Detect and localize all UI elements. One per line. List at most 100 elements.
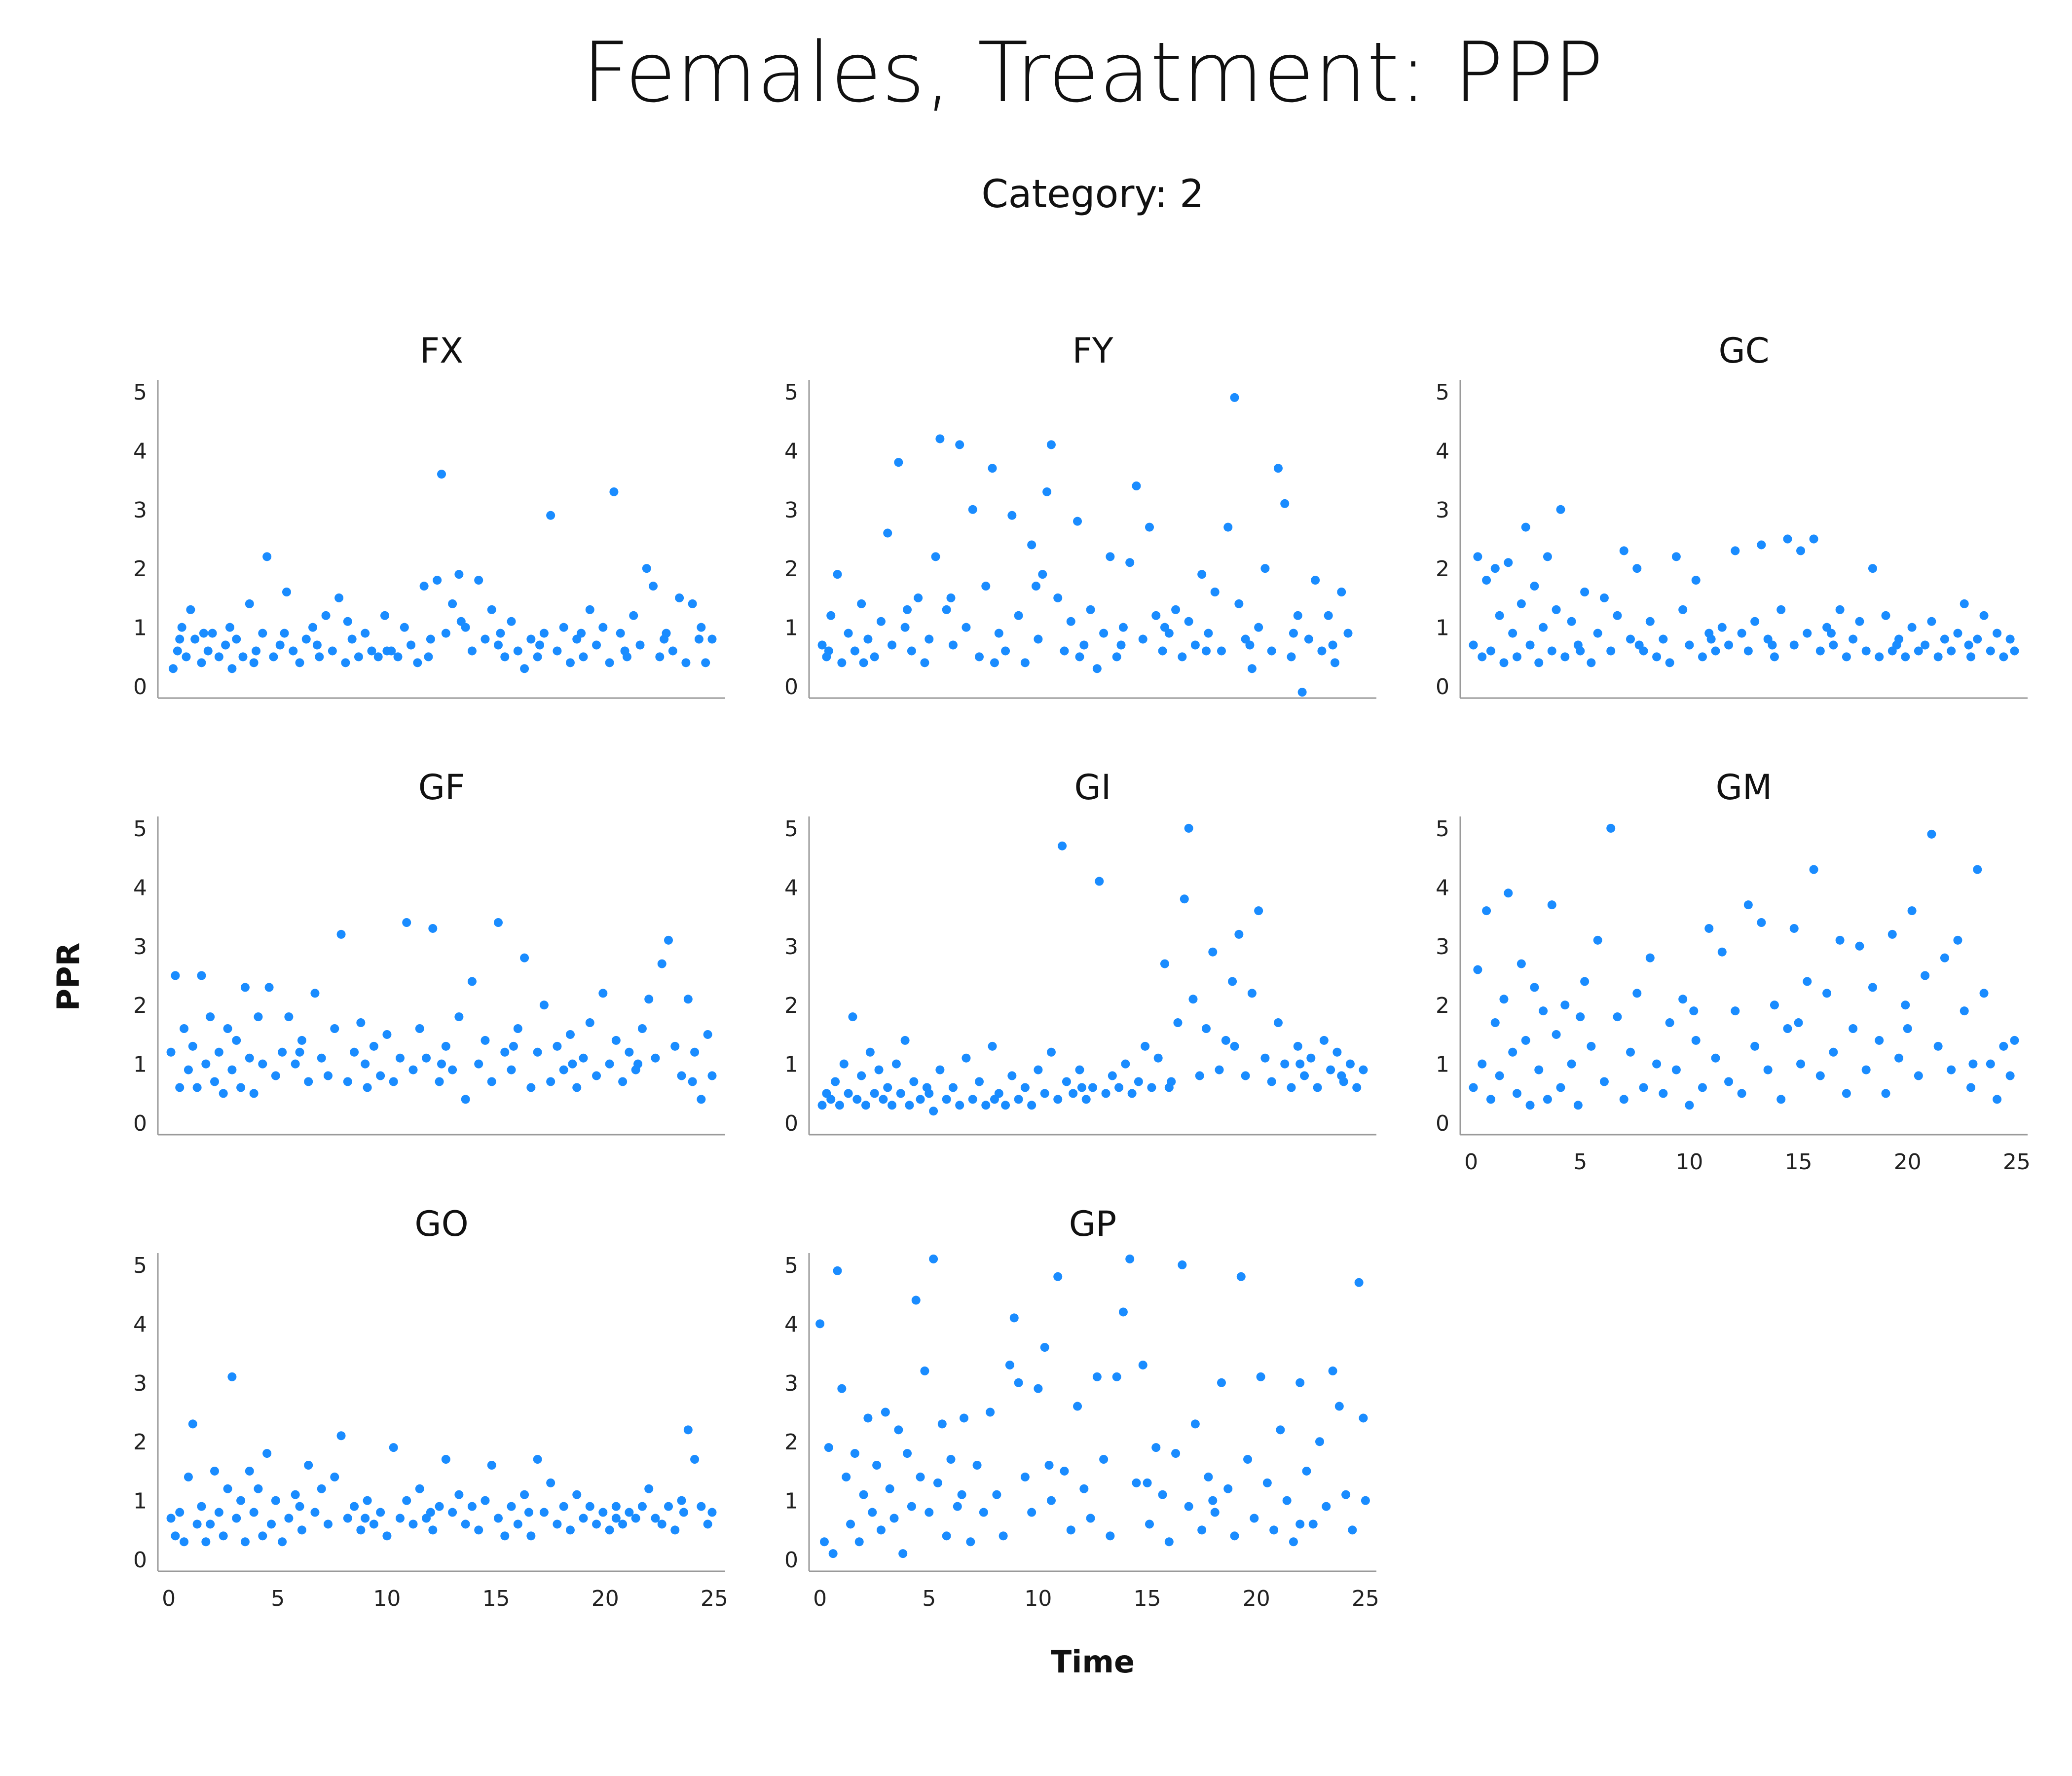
data-point: [1254, 623, 1263, 632]
data-point: [894, 1425, 903, 1435]
data-point: [585, 1502, 594, 1511]
data-point: [559, 623, 568, 632]
data-point: [249, 1089, 259, 1098]
data-point: [679, 1508, 688, 1517]
data-point: [1138, 634, 1147, 644]
data-point: [981, 582, 991, 591]
data-point: [197, 658, 206, 667]
data-point: [1717, 947, 1727, 957]
data-point: [1768, 640, 1777, 650]
data-point: [1046, 1496, 1056, 1505]
data-point: [225, 623, 234, 632]
data-point: [1158, 1490, 1167, 1499]
data-point: [960, 1413, 969, 1423]
y-tick-label: 5: [1436, 816, 1449, 842]
data-point: [1815, 1071, 1825, 1080]
data-point: [598, 1508, 608, 1517]
data-point: [513, 1024, 522, 1033]
data-point: [942, 1531, 951, 1541]
y-tick-label: 0: [784, 1548, 798, 1573]
data-point: [1354, 1278, 1364, 1287]
data-point: [1580, 588, 1590, 596]
data-point: [177, 623, 186, 632]
data-point: [1547, 900, 1556, 910]
data-point: [1073, 517, 1082, 526]
data-point: [888, 640, 897, 650]
data-point: [1525, 640, 1535, 650]
data-point: [1576, 646, 1585, 656]
data-point: [295, 1047, 304, 1057]
data-point: [520, 953, 529, 962]
data-point: [1711, 646, 1720, 656]
data-point: [236, 1496, 246, 1505]
data-point: [1724, 640, 1734, 650]
data-point: [1081, 1095, 1091, 1104]
data-point: [533, 652, 542, 662]
data-point: [1326, 1065, 1335, 1074]
data-point: [1757, 918, 1766, 927]
data-point: [437, 470, 446, 479]
data-point: [524, 1508, 533, 1517]
data-point: [861, 1101, 870, 1110]
data-point: [182, 652, 191, 662]
data-point: [1678, 995, 1688, 1004]
data-point: [214, 652, 223, 662]
data-point: [310, 1508, 320, 1517]
data-point: [909, 1077, 919, 1086]
data-point: [166, 1047, 176, 1057]
data-point: [701, 658, 710, 667]
data-point: [304, 1077, 313, 1086]
data-point: [487, 605, 496, 614]
data-point: [914, 593, 923, 602]
data-point: [533, 1047, 542, 1057]
panel-gm: GM 0 1 2 3 4 5 0 5 10 15 20 25: [1436, 767, 2031, 1175]
data-point: [1328, 640, 1337, 650]
data-point: [1027, 1508, 1036, 1517]
data-point: [629, 611, 638, 620]
panel-fy: FY 0 1 2 3 4 5: [784, 331, 1376, 700]
data-point: [1517, 959, 1526, 968]
data-point: [1053, 1272, 1063, 1281]
data-point: [441, 1041, 450, 1051]
y-tick-label: 0: [1436, 674, 1449, 700]
data-point: [929, 1107, 938, 1116]
data-point: [1513, 652, 1521, 662]
data-point: [262, 1449, 272, 1458]
data-point: [1204, 1472, 1213, 1481]
data-point: [1770, 1000, 1779, 1010]
data-point: [1184, 823, 1193, 833]
data-point: [625, 1508, 634, 1517]
data-point: [1626, 1047, 1635, 1057]
data-point: [1530, 582, 1539, 591]
data-point: [683, 995, 693, 1004]
data-point: [240, 983, 250, 992]
data-point: [1665, 658, 1674, 667]
data-point: [1861, 646, 1871, 656]
data-point: [1066, 617, 1075, 626]
data-point: [369, 1519, 378, 1529]
data-point: [441, 1455, 450, 1464]
data-point: [262, 552, 272, 561]
data-point: [1197, 1525, 1207, 1535]
data-point: [1789, 924, 1799, 933]
data-point: [1034, 1065, 1043, 1074]
data-point: [874, 1065, 884, 1074]
data-point: [1632, 564, 1642, 573]
y-tick-label: 4: [784, 439, 798, 464]
data-point: [870, 652, 879, 662]
data-point: [1306, 1053, 1316, 1063]
data-point: [1960, 599, 1969, 608]
data-point: [852, 1095, 862, 1104]
data-point: [282, 588, 291, 596]
data-point: [900, 623, 910, 632]
y-tick-label: 1: [1436, 1052, 1449, 1077]
data-point: [1993, 1095, 2002, 1104]
data-point: [688, 599, 697, 608]
data-point: [546, 1077, 555, 1086]
data-point: [1861, 1065, 1871, 1074]
data-point: [1228, 977, 1237, 986]
data-point: [1979, 989, 1989, 998]
data-point: [330, 1472, 339, 1481]
data-point: [1046, 1047, 1056, 1057]
data-point: [1737, 629, 1746, 638]
